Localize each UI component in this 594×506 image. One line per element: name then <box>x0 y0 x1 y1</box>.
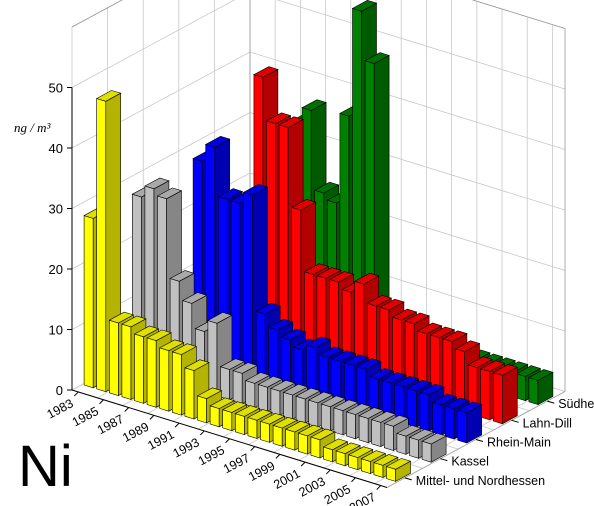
element-label: Ni <box>18 434 73 499</box>
z-tick-label: 40 <box>49 141 63 156</box>
year-tick <box>73 391 79 397</box>
year-tick <box>149 414 155 420</box>
z-tick-label: 50 <box>49 81 63 96</box>
year-tick <box>275 453 281 459</box>
z-tick-label: 0 <box>56 383 63 398</box>
grid-line-z <box>71 0 566 29</box>
bar <box>456 401 483 444</box>
series-label: Rhein-Main <box>487 436 551 450</box>
series-tick <box>404 477 412 481</box>
series-label: Kassel <box>451 455 489 469</box>
year-tick <box>250 446 256 451</box>
year-tick <box>99 399 104 405</box>
grid-line-z <box>71 0 566 90</box>
series-label: Südhessen <box>558 397 594 411</box>
year-tick <box>376 485 382 490</box>
year-tick <box>351 477 356 483</box>
z-tick-label: 20 <box>49 262 63 277</box>
axis-box-edge <box>71 0 123 28</box>
series-tick <box>440 458 448 462</box>
bar <box>421 432 447 463</box>
z-tick-label: 30 <box>49 202 63 217</box>
bar <box>492 364 519 425</box>
axis-box-edge <box>471 0 566 29</box>
series-tick <box>547 400 555 404</box>
bar <box>528 369 554 406</box>
year-tick <box>124 407 130 412</box>
series-label: Lahn-Dill <box>523 416 572 430</box>
series-tick <box>511 419 519 423</box>
year-tick <box>199 430 205 436</box>
series-label: Mittel- und Nordhessen <box>416 474 545 488</box>
bar <box>385 458 412 482</box>
year-tick <box>174 422 180 428</box>
year-tick <box>325 469 331 475</box>
year-tick <box>300 461 306 467</box>
series-tick <box>475 439 484 442</box>
z-axis-unit-label: ng / m³ <box>14 120 51 135</box>
z-tick-label: 10 <box>49 323 63 338</box>
year-tick <box>225 438 230 444</box>
